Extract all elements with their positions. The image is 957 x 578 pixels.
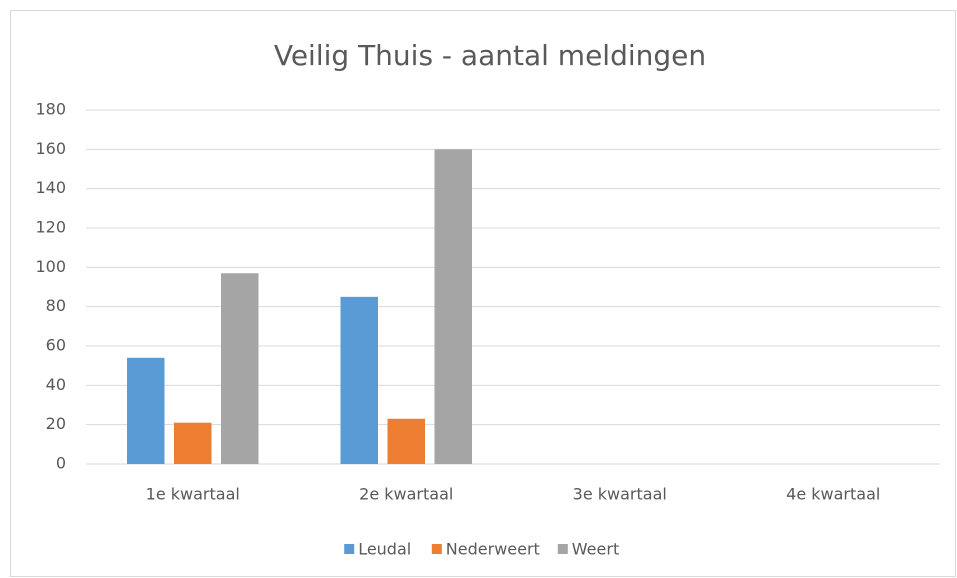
- bar: [434, 149, 472, 465]
- chart-title: Veilig Thuis - aantal meldingen: [274, 39, 706, 72]
- bar: [387, 418, 425, 464]
- bar: [340, 296, 378, 464]
- x-tick-label: 3e kwartaal: [573, 485, 667, 504]
- y-tick-label: 40: [46, 375, 66, 394]
- y-tick-label: 160: [35, 139, 66, 158]
- legend-swatch: [557, 544, 568, 554]
- x-tick-label: 4e kwartaal: [786, 485, 880, 504]
- y-tick-label: 180: [35, 100, 66, 119]
- y-tick-label: 60: [46, 336, 66, 355]
- y-tick-label: 120: [35, 218, 66, 237]
- chart-border: [10, 10, 956, 577]
- legend-swatch: [431, 544, 442, 554]
- x-tick-label: 2e kwartaal: [359, 485, 453, 504]
- y-tick-label: 80: [46, 296, 66, 315]
- bar: [221, 273, 259, 464]
- y-tick-label: 0: [56, 454, 66, 473]
- x-tick-label: 1e kwartaal: [146, 485, 240, 504]
- legend-label: Leudal: [358, 540, 411, 559]
- bar: [174, 422, 212, 464]
- y-tick-label: 140: [35, 178, 66, 197]
- bar: [127, 357, 165, 464]
- legend-label: Weert: [572, 540, 619, 559]
- legend-label: Nederweert: [446, 540, 540, 559]
- y-tick-label: 20: [46, 414, 66, 433]
- legend-swatch: [344, 544, 355, 554]
- y-tick-label: 100: [35, 257, 66, 276]
